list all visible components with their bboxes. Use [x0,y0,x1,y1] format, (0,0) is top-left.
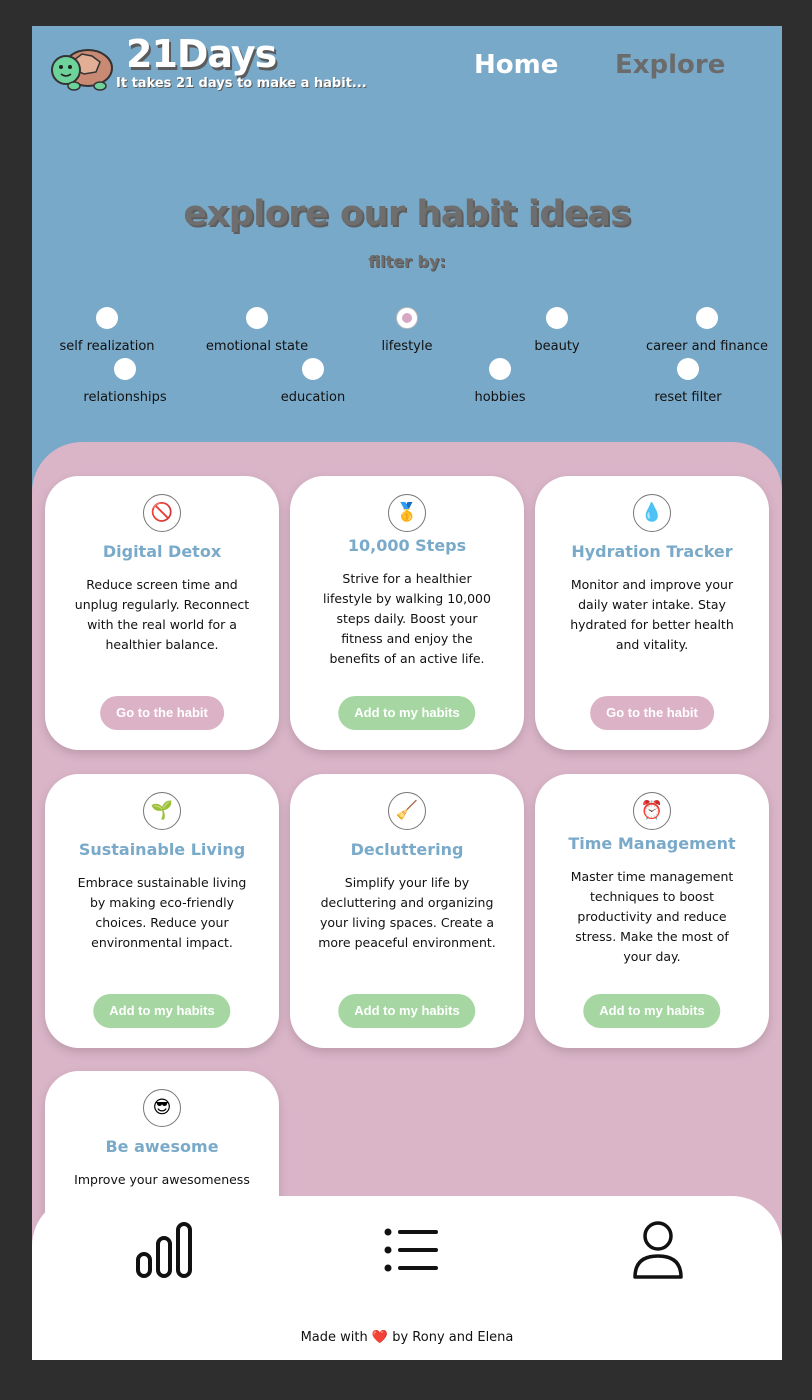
habit-description: Reduce screen time and unplug regularly.… [74,577,250,652]
habit-list-icon[interactable] [380,1220,440,1280]
habit-title: Time Management [568,834,736,853]
add-to-my-habits-button[interactable]: Add to my habits [338,696,476,730]
alarm-clock-icon: ⏰ [633,792,671,830]
radio-button[interactable] [546,307,568,329]
page-title: explore our habit ideas [183,194,631,234]
habit-title: Decluttering [350,840,464,859]
filter-label-text: relationships [83,390,167,405]
radio-button[interactable] [246,307,268,329]
filter-reset[interactable]: reset filter [613,358,763,405]
user-profile-icon[interactable] [628,1220,688,1280]
filter-emotional-state[interactable]: emotional state [182,307,332,354]
habit-title: Sustainable Living [78,840,246,859]
radio-button[interactable] [96,307,118,329]
habit-description: Embrace sustainable living by making eco… [77,875,247,950]
footer-suffix: by Rony and Elena [392,1330,514,1345]
habit-description: Monitor and improve your daily water int… [570,577,734,652]
turtle-logo-icon [51,49,113,91]
stats-bar-chart-icon[interactable] [134,1220,194,1280]
app-frame: 21Days It takes 21 days to make a habit.… [32,26,782,1360]
go-to-habit-button[interactable]: Go to the habit [590,696,714,730]
habit-title: 10,000 Steps [347,536,467,555]
radio-button[interactable] [696,307,718,329]
radio-button[interactable] [489,358,511,380]
nav-explore-link[interactable]: Explore [615,50,726,80]
filter-label-text: reset filter [654,390,722,405]
broom-icon: 🧹 [388,792,426,830]
habit-title: Digital Detox [102,542,222,561]
no-phone-icon: 🚫 [143,494,181,532]
filter-relationships[interactable]: relationships [50,358,200,405]
habit-card-decluttering: 🧹 Decluttering Simplify your life by dec… [290,774,524,1048]
habit-card-time-management: ⏰ Time Management Master time management… [535,774,769,1048]
heart-icon: ❤️ [371,1330,389,1345]
habit-description: Strive for a healthier lifestyle by walk… [323,571,491,666]
footer-prefix: Made with [300,1330,368,1345]
habit-card-10000-steps: 🥇 10,000 Steps Strive for a healthier li… [290,476,524,750]
add-to-my-habits-button[interactable]: Add to my habits [93,994,231,1028]
habit-card-sustainable-living: 🌱 Sustainable Living Embrace sustainable… [45,774,279,1048]
filter-label-text: emotional state [205,339,309,354]
habit-card-digital-detox: 🚫 Digital Detox Reduce screen time and u… [45,476,279,750]
add-to-my-habits-button[interactable]: Add to my habits [338,994,476,1028]
habit-title: Be awesome [105,1137,219,1156]
filter-label-text: lifestyle [381,339,433,354]
habit-description: Simplify your life by decluttering and o… [318,875,496,950]
filter-label-text: beauty [534,339,580,354]
filter-education[interactable]: education [238,358,388,405]
radio-button[interactable] [302,358,324,380]
habit-card-hydration-tracker: 💧 Hydration Tracker Monitor and improve … [535,476,769,750]
seedling-icon: 🌱 [143,792,181,830]
habit-description: Improve your awesomeness [74,1172,250,1187]
nav-home-link[interactable]: Home [474,50,559,80]
habit-title: Hydration Tracker [571,542,733,561]
habit-description: Master time management techniques to boo… [570,869,734,964]
footer-credit: Made with ❤️ by Rony and Elena [32,1330,782,1345]
habit-ideas-section: 🚫 Digital Detox Reduce screen time and u… [32,442,782,1360]
filter-hobbies[interactable]: hobbies [425,358,575,405]
filter-label-text: career and finance [645,339,768,354]
water-drop-icon: 💧 [633,494,671,532]
radio-button[interactable] [114,358,136,380]
medal-icon: 🥇 [388,494,426,532]
filter-label-text: education [280,390,346,405]
filter-label: filter by: [368,252,446,271]
filter-label-text: self realization [59,339,155,354]
bottom-navigation: Made with ❤️ by Rony and Elena [32,1196,782,1360]
add-to-my-habits-button[interactable]: Add to my habits [583,994,721,1028]
filter-self-realization[interactable]: self realization [32,307,182,354]
radio-button[interactable] [677,358,699,380]
brand-tagline: It takes 21 days to make a habit... [116,76,367,91]
filter-label-text: hobbies [474,390,526,405]
radio-button-selected[interactable] [396,307,418,329]
brand-name: 21Days [126,32,277,76]
go-to-habit-button[interactable]: Go to the habit [100,696,224,730]
sunglasses-face-icon: 😎 [143,1089,181,1127]
filter-lifestyle[interactable]: lifestyle [332,307,482,354]
filter-beauty[interactable]: beauty [482,307,632,354]
filter-career-and-finance[interactable]: career and finance [632,307,782,354]
